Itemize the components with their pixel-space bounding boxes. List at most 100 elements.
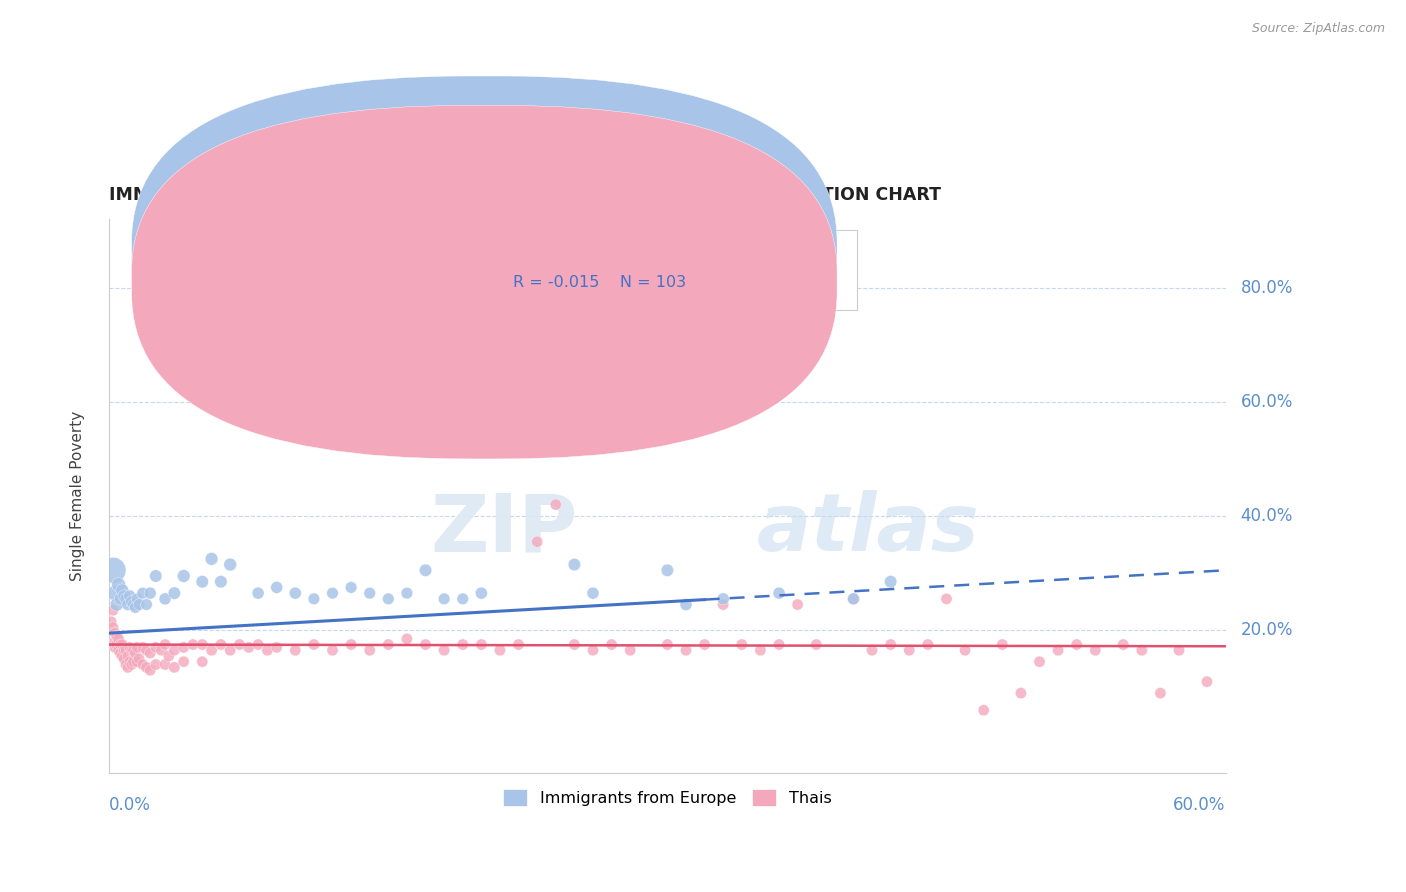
Point [127,640,149,655]
Point [377,638,399,652]
Point [219,643,242,657]
Point [768,586,790,600]
Point [105,629,128,643]
Point [163,660,186,674]
Point [104,634,127,648]
Point [104,626,127,640]
Point [1028,655,1050,669]
Point [842,591,865,606]
FancyBboxPatch shape [450,230,858,310]
Point [153,657,176,672]
Point [139,586,162,600]
Text: ZIP: ZIP [430,491,578,568]
Point [145,657,167,672]
Text: R = -0.015    N = 103: R = -0.015 N = 103 [513,275,686,290]
Point [153,638,176,652]
Point [122,655,145,669]
Point [112,589,135,603]
Point [118,655,141,669]
Point [1112,638,1135,652]
Point [153,591,176,606]
Point [101,620,124,634]
Point [127,591,149,606]
Point [768,638,790,652]
Point [117,648,139,663]
Point [100,615,122,629]
Point [191,638,214,652]
Point [121,595,143,609]
Text: Source: ZipAtlas.com: Source: ZipAtlas.com [1251,22,1385,36]
Point [118,640,141,655]
Point [112,643,135,657]
Point [711,598,734,612]
Point [711,591,734,606]
Point [842,591,865,606]
Point [675,598,697,612]
Point [1149,686,1171,700]
Point [173,640,195,655]
Point [433,643,456,657]
Point [121,657,143,672]
Point [284,643,307,657]
Point [470,586,492,600]
Point [451,591,474,606]
Point [247,638,270,652]
Point [228,638,250,652]
Point [191,655,214,669]
Point [693,638,716,652]
Point [115,643,138,657]
Text: 40.0%: 40.0% [1240,507,1292,525]
Point [600,638,623,652]
Point [564,558,586,572]
Point [879,638,901,652]
Point [124,646,146,660]
Point [302,638,325,652]
Text: 60.0%: 60.0% [1173,796,1226,814]
Point [321,586,343,600]
Point [806,638,828,652]
Point [582,586,605,600]
Point [247,586,270,600]
Point [118,589,141,603]
Point [121,643,143,657]
Point [117,660,139,674]
Point [1168,643,1191,657]
Point [359,643,381,657]
Point [135,598,157,612]
Text: 60.0%: 60.0% [1240,392,1292,411]
Point [1130,643,1153,657]
Point [657,563,679,577]
FancyBboxPatch shape [132,76,837,430]
Point [209,638,232,652]
Point [145,569,167,583]
Point [675,643,697,657]
Point [110,638,132,652]
Point [105,638,128,652]
Point [173,655,195,669]
Point [564,638,586,652]
Point [898,643,921,657]
Point [415,563,437,577]
Point [181,638,204,652]
Text: IMMIGRANTS FROM EUROPE VS THAI SINGLE FEMALE POVERTY CORRELATION CHART: IMMIGRANTS FROM EUROPE VS THAI SINGLE FE… [110,186,941,203]
Point [200,552,222,566]
Point [395,586,418,600]
Point [266,640,288,655]
Point [107,577,129,591]
Point [115,591,138,606]
Point [101,603,124,617]
Point [489,643,512,657]
Point [150,643,173,657]
Point [191,574,214,589]
Point [657,638,679,652]
Point [731,638,754,652]
Point [1010,686,1032,700]
Point [321,643,343,657]
Point [935,591,957,606]
Point [139,663,162,677]
Point [433,591,456,606]
Point [340,581,363,595]
Point [508,638,530,652]
Point [122,598,145,612]
Point [953,643,976,657]
